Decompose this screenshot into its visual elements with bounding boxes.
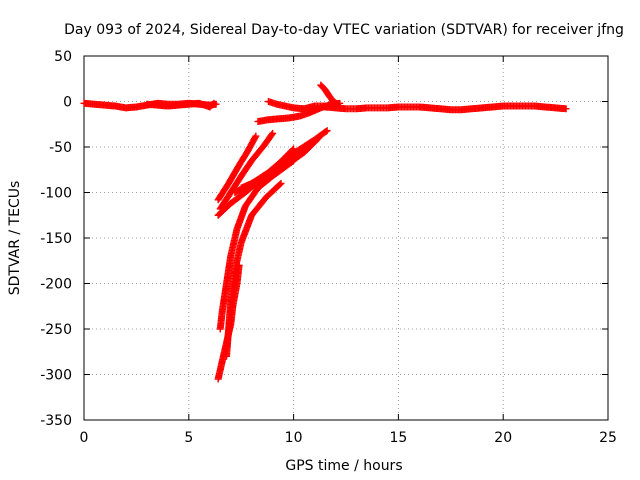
data-points bbox=[80, 81, 570, 383]
series-baseline-late bbox=[321, 102, 570, 114]
data-point bbox=[209, 100, 217, 108]
data-point bbox=[290, 157, 298, 165]
y-tick-label: 50 bbox=[54, 49, 72, 65]
y-tick-label: -250 bbox=[40, 322, 72, 338]
series-baseline-early-2 bbox=[143, 99, 218, 111]
y-tick-label: 0 bbox=[63, 95, 72, 111]
y-axis-ticks: 50 0 -50 -100 -150 -200 -250 -300 -350 bbox=[40, 49, 608, 429]
x-tick-label: 20 bbox=[494, 430, 512, 446]
y-tick-label: -200 bbox=[40, 277, 72, 293]
data-point bbox=[210, 99, 218, 107]
data-point bbox=[334, 100, 342, 108]
y-tick-label: -100 bbox=[40, 186, 72, 202]
series-deep-curve-3 bbox=[223, 179, 285, 360]
y-tick-label: -150 bbox=[40, 231, 72, 247]
data-point bbox=[269, 129, 277, 137]
x-tick-label: 0 bbox=[80, 430, 89, 446]
x-tick-label: 25 bbox=[599, 430, 617, 446]
y-tick-label: -50 bbox=[49, 140, 72, 156]
data-point bbox=[315, 134, 323, 142]
x-axis-ticks: 0 5 10 15 20 25 bbox=[80, 56, 617, 446]
y-tick-label: -300 bbox=[40, 368, 72, 384]
data-point bbox=[314, 135, 322, 143]
y-tick-label: -350 bbox=[40, 413, 72, 429]
series-deep-curve-1 bbox=[216, 157, 298, 333]
data-point bbox=[562, 105, 570, 113]
series-branch-b bbox=[216, 129, 277, 213]
data-point bbox=[322, 127, 330, 135]
data-point bbox=[276, 180, 284, 188]
x-tick-label: 5 bbox=[184, 430, 193, 446]
series-spike-11h bbox=[317, 81, 342, 108]
chart-title: Day 093 of 2024, Sidereal Day-to-day VTE… bbox=[64, 22, 624, 38]
data-point bbox=[323, 127, 331, 135]
x-tick-label: 15 bbox=[389, 430, 407, 446]
series-branch-a bbox=[214, 132, 260, 204]
x-axis-label: GPS time / hours bbox=[285, 458, 402, 474]
x-tick-label: 10 bbox=[285, 430, 303, 446]
data-point bbox=[277, 179, 285, 187]
data-point bbox=[288, 158, 296, 166]
data-point bbox=[268, 131, 276, 139]
y-axis-label: SDTVAR / TECUs bbox=[7, 181, 23, 296]
data-point bbox=[252, 132, 260, 140]
